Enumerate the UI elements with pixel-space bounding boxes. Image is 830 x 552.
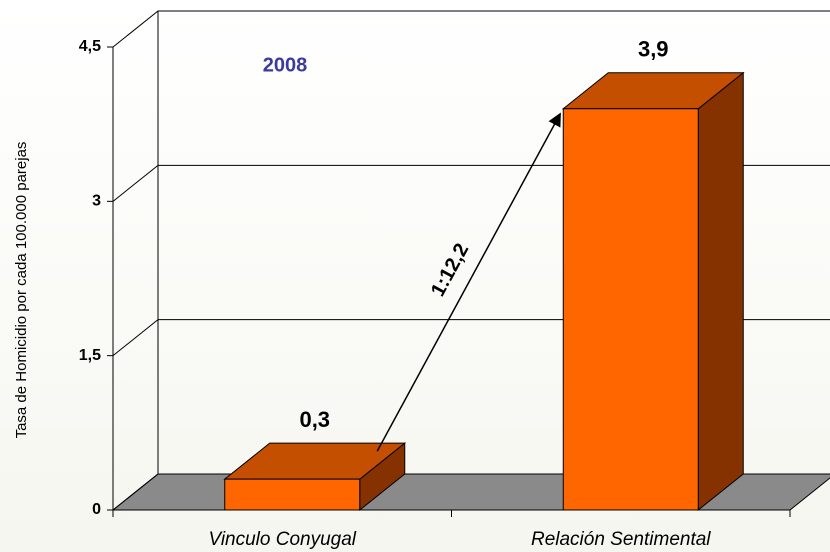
bar-side xyxy=(697,71,744,512)
year-annotation: 2008 xyxy=(263,54,308,76)
y-tick-label: 1,5 xyxy=(79,347,101,364)
bar xyxy=(561,71,745,512)
y-tick-label: 4,5 xyxy=(79,38,101,55)
y-tick-label: 0 xyxy=(92,501,101,518)
y-tick-label: 3 xyxy=(92,193,101,210)
x-tick-label: Relación Sentimental xyxy=(531,529,711,550)
ratio-arrow xyxy=(376,112,561,452)
grid-line xyxy=(112,10,830,48)
x-tick-label: Vinculo Conyugal xyxy=(208,529,356,550)
bar-front xyxy=(224,478,361,511)
bar xyxy=(223,442,407,512)
bar-front xyxy=(562,108,699,511)
value-label: 3,9 xyxy=(638,37,669,62)
y-axis-label: Tasa de Homicidio por cada 100.000 parej… xyxy=(13,142,30,439)
value-label: 0,3 xyxy=(299,407,330,432)
